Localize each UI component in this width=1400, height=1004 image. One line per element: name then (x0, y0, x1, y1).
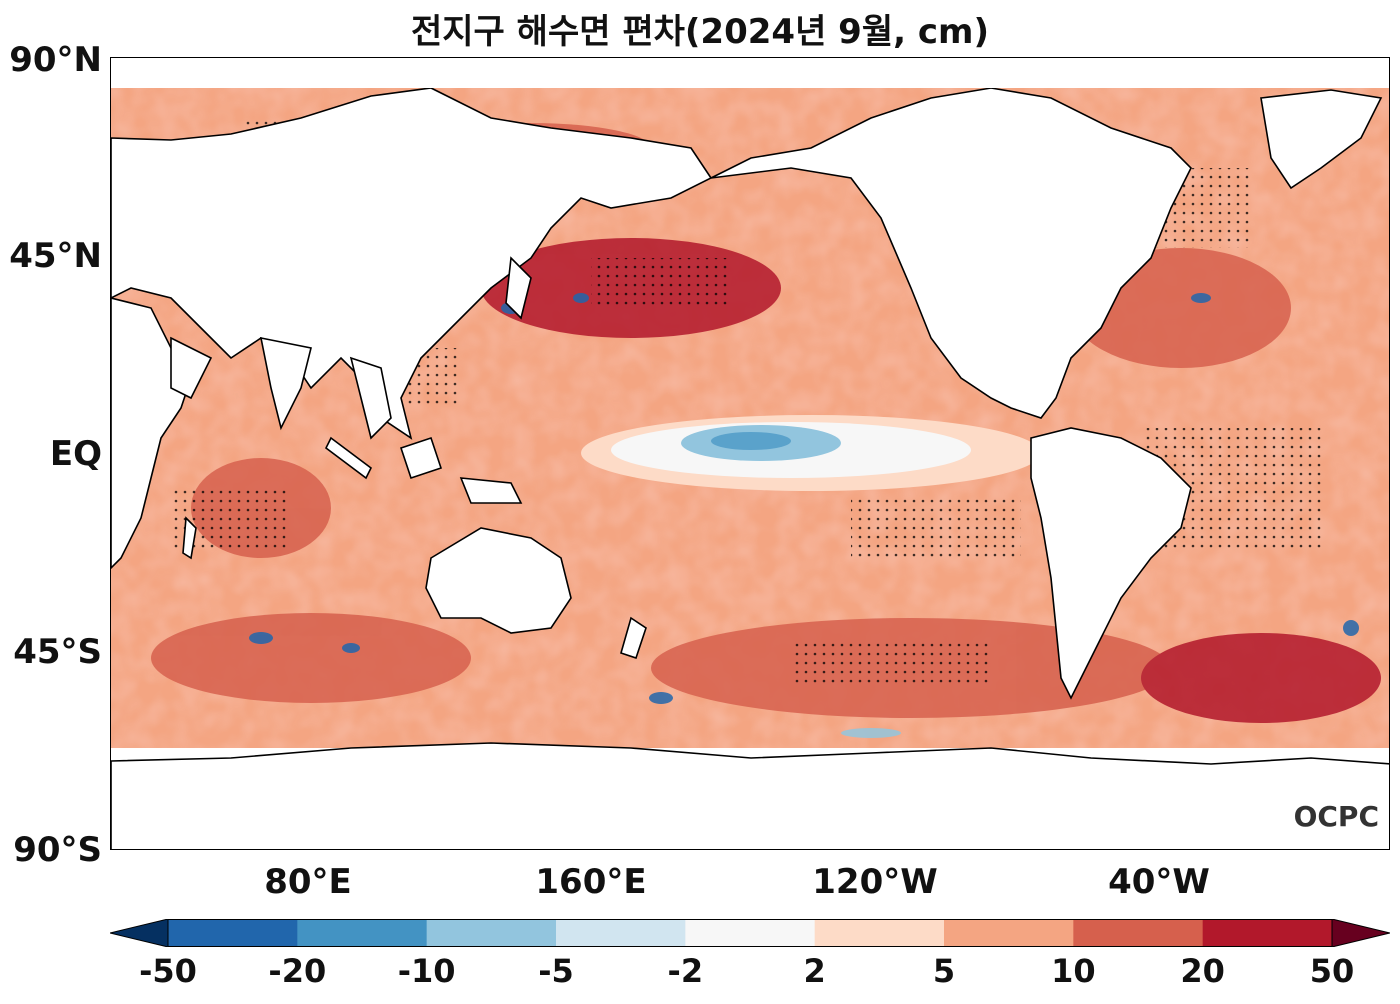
colorbar-segment (297, 919, 428, 947)
significance-stippling (171, 118, 1321, 688)
new-zealand (620, 616, 647, 660)
colorbar-frame (167, 919, 1333, 947)
colorbar-extend-low (110, 919, 169, 947)
positive-anomaly-regions (151, 123, 1381, 723)
lon-label-40w: 40°W (1108, 862, 1210, 902)
new-guinea (459, 477, 523, 504)
colorbar-segment (556, 919, 686, 947)
sumatra (324, 436, 373, 480)
lat-label-eq: EQ (49, 434, 102, 474)
colorbar-tick-label: 20 (1180, 952, 1225, 990)
lon-label-160e: 160°E (535, 862, 647, 902)
colorbar-tick-label: -20 (268, 952, 327, 990)
antarctica (111, 742, 1389, 849)
colorbar-tick-label: 2 (803, 952, 826, 990)
colorbar-segment (168, 919, 298, 947)
colorbar (110, 919, 1390, 947)
colorbar-segment (944, 919, 1074, 947)
colorbar-segment (814, 919, 945, 947)
greenland (1260, 89, 1383, 190)
colorbar-segment (426, 919, 557, 947)
japan (505, 256, 532, 320)
lon-label-80e: 80°E (264, 862, 352, 902)
colorbar-extend-high (1331, 919, 1390, 947)
colorbar-segment (1202, 919, 1333, 947)
colorbar-tick-label: -50 (139, 952, 197, 990)
colorbar-tick-label: 5 (932, 952, 956, 990)
ocpc-logo: OCPC (1294, 800, 1379, 833)
colorbar-tick-label: -10 (397, 952, 456, 990)
lat-label-45s: 45°S (13, 632, 102, 672)
equatorial-pacific-anomaly (581, 415, 1041, 491)
lat-label-90n: 90°N (9, 40, 102, 80)
sea-level-anomaly-map: OCPC (110, 57, 1390, 850)
australia (425, 527, 572, 634)
arabian-peninsula (170, 336, 213, 400)
colorbar-segment (1073, 919, 1204, 947)
colorbar-tick-label: -5 (538, 952, 574, 990)
colorbar-segment (685, 919, 816, 947)
arctic-no-data (111, 58, 1389, 88)
lat-label-45n: 45°N (9, 236, 102, 276)
borneo (399, 436, 443, 480)
map-title: 전지구 해수면 편차(2024년 9월, cm) (410, 12, 989, 52)
map-svg: OCPC (111, 58, 1389, 849)
north-america (710, 87, 1192, 419)
lat-label-90s: 90°S (13, 830, 102, 870)
indian-subcontinent (259, 336, 312, 431)
madagascar (182, 516, 197, 560)
colorbar-tick-label: -2 (667, 952, 704, 990)
colorbar-tick-label: 50 (1309, 952, 1355, 990)
colorbar-tick-label: 10 (1051, 952, 1096, 990)
eurasia (111, 87, 713, 440)
south-america (1030, 427, 1192, 700)
lon-label-120w: 120°W (812, 862, 938, 902)
land-masses (111, 87, 1389, 849)
indochina (349, 356, 392, 440)
